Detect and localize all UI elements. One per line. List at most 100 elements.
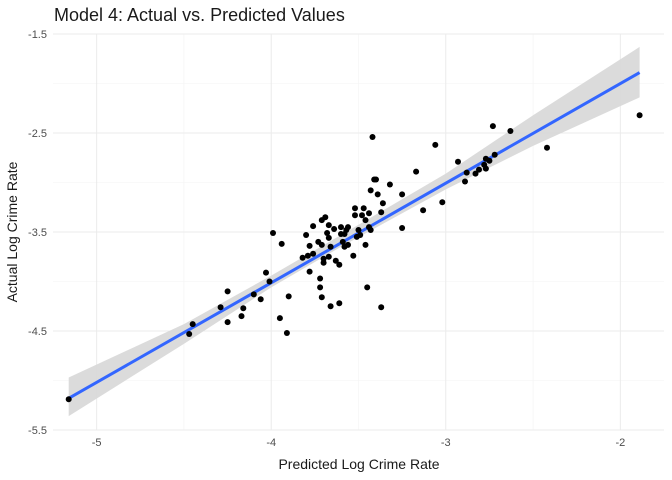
data-point — [350, 252, 357, 259]
data-point — [270, 230, 276, 236]
data-point — [285, 293, 292, 300]
data-point — [304, 252, 311, 259]
data-point — [362, 217, 369, 224]
data-point — [310, 223, 317, 230]
y-axis-tick-labels: -1.5 -2.5 -3.5 -4.5 -5.5 — [28, 29, 47, 437]
data-point — [476, 166, 482, 173]
data-point — [303, 232, 310, 238]
data-point — [310, 250, 317, 257]
data-point — [325, 222, 332, 229]
data-point — [399, 225, 406, 231]
regression-line-layer — [67, 71, 641, 400]
data-point — [240, 305, 247, 312]
data-point — [332, 257, 339, 264]
confidence-band-layer — [68, 46, 640, 417]
data-point — [360, 205, 367, 212]
data-point — [324, 230, 331, 236]
data-point — [462, 178, 468, 185]
data-point — [283, 330, 290, 336]
data-point — [491, 151, 498, 158]
data-point — [338, 224, 344, 231]
data-point — [345, 224, 351, 231]
y-tick-label: -3.5 — [28, 227, 47, 239]
x-tick-label: -4 — [266, 437, 276, 449]
data-point — [432, 141, 439, 148]
data-point — [386, 181, 393, 188]
data-point — [379, 200, 386, 207]
data-point — [224, 319, 231, 326]
data-point — [507, 128, 514, 134]
data-point — [65, 396, 72, 403]
data-point — [367, 227, 374, 233]
data-point — [336, 300, 343, 307]
data-point — [378, 209, 385, 216]
y-axis-title: Actual Log Crime Rate — [4, 161, 20, 302]
data-point — [367, 187, 374, 194]
data-point — [325, 234, 332, 241]
data-point — [399, 191, 406, 198]
x-tick-label: -3 — [441, 437, 451, 449]
minor-gridlines — [53, 34, 664, 430]
data-point — [278, 240, 285, 247]
data-point — [322, 214, 329, 221]
data-point — [238, 313, 245, 320]
x-axis-title: Predicted Log Crime Rate — [278, 456, 439, 472]
data-point — [455, 158, 461, 165]
x-tick-label: -2 — [615, 437, 625, 449]
data-point — [189, 321, 196, 328]
data-point — [472, 170, 479, 177]
data-point — [317, 275, 324, 282]
x-tick-label: -5 — [92, 437, 102, 449]
data-point — [378, 304, 385, 311]
data-point — [345, 241, 351, 248]
data-point — [318, 241, 325, 248]
data-point — [355, 227, 362, 233]
data-point — [357, 232, 364, 238]
data-point — [352, 205, 358, 212]
data-point — [544, 144, 550, 151]
data-point — [373, 176, 379, 183]
data-point — [327, 303, 334, 310]
data-point — [420, 207, 427, 214]
data-point — [250, 291, 257, 298]
data-point — [482, 165, 489, 172]
data-point — [217, 304, 224, 311]
data-point — [489, 123, 496, 130]
data-point — [413, 168, 420, 175]
data-point — [369, 134, 376, 140]
data-point — [331, 226, 338, 232]
y-tick-label: -2.5 — [28, 128, 47, 140]
data-point — [266, 278, 273, 285]
data-point — [486, 157, 493, 164]
data-point — [463, 169, 470, 176]
x-axis-tick-labels: -5 -4 -3 -2 — [92, 437, 625, 449]
data-point — [186, 331, 193, 337]
data-point — [352, 212, 358, 219]
data-point — [336, 261, 343, 268]
data-point — [299, 254, 306, 261]
y-tick-label: -4.5 — [28, 326, 47, 338]
y-tick-label: -1.5 — [28, 29, 47, 41]
data-point — [359, 212, 365, 219]
data-point — [366, 210, 372, 217]
data-points-layer — [65, 112, 643, 403]
data-point — [257, 296, 264, 303]
data-point — [362, 241, 369, 248]
data-point — [318, 294, 325, 301]
data-point — [327, 243, 334, 250]
data-point — [439, 199, 446, 206]
data-point — [339, 238, 346, 245]
regression-line — [67, 71, 641, 400]
y-tick-label: -5.5 — [28, 425, 47, 437]
data-point — [317, 284, 324, 291]
data-point — [636, 112, 643, 119]
confidence-band — [68, 46, 640, 417]
data-point — [306, 268, 313, 275]
data-point — [306, 242, 313, 249]
data-point — [320, 259, 327, 266]
data-point — [364, 284, 371, 291]
data-point — [276, 315, 283, 322]
data-point — [325, 253, 332, 260]
chart-title: Model 4: Actual vs. Predicted Values — [54, 5, 345, 25]
